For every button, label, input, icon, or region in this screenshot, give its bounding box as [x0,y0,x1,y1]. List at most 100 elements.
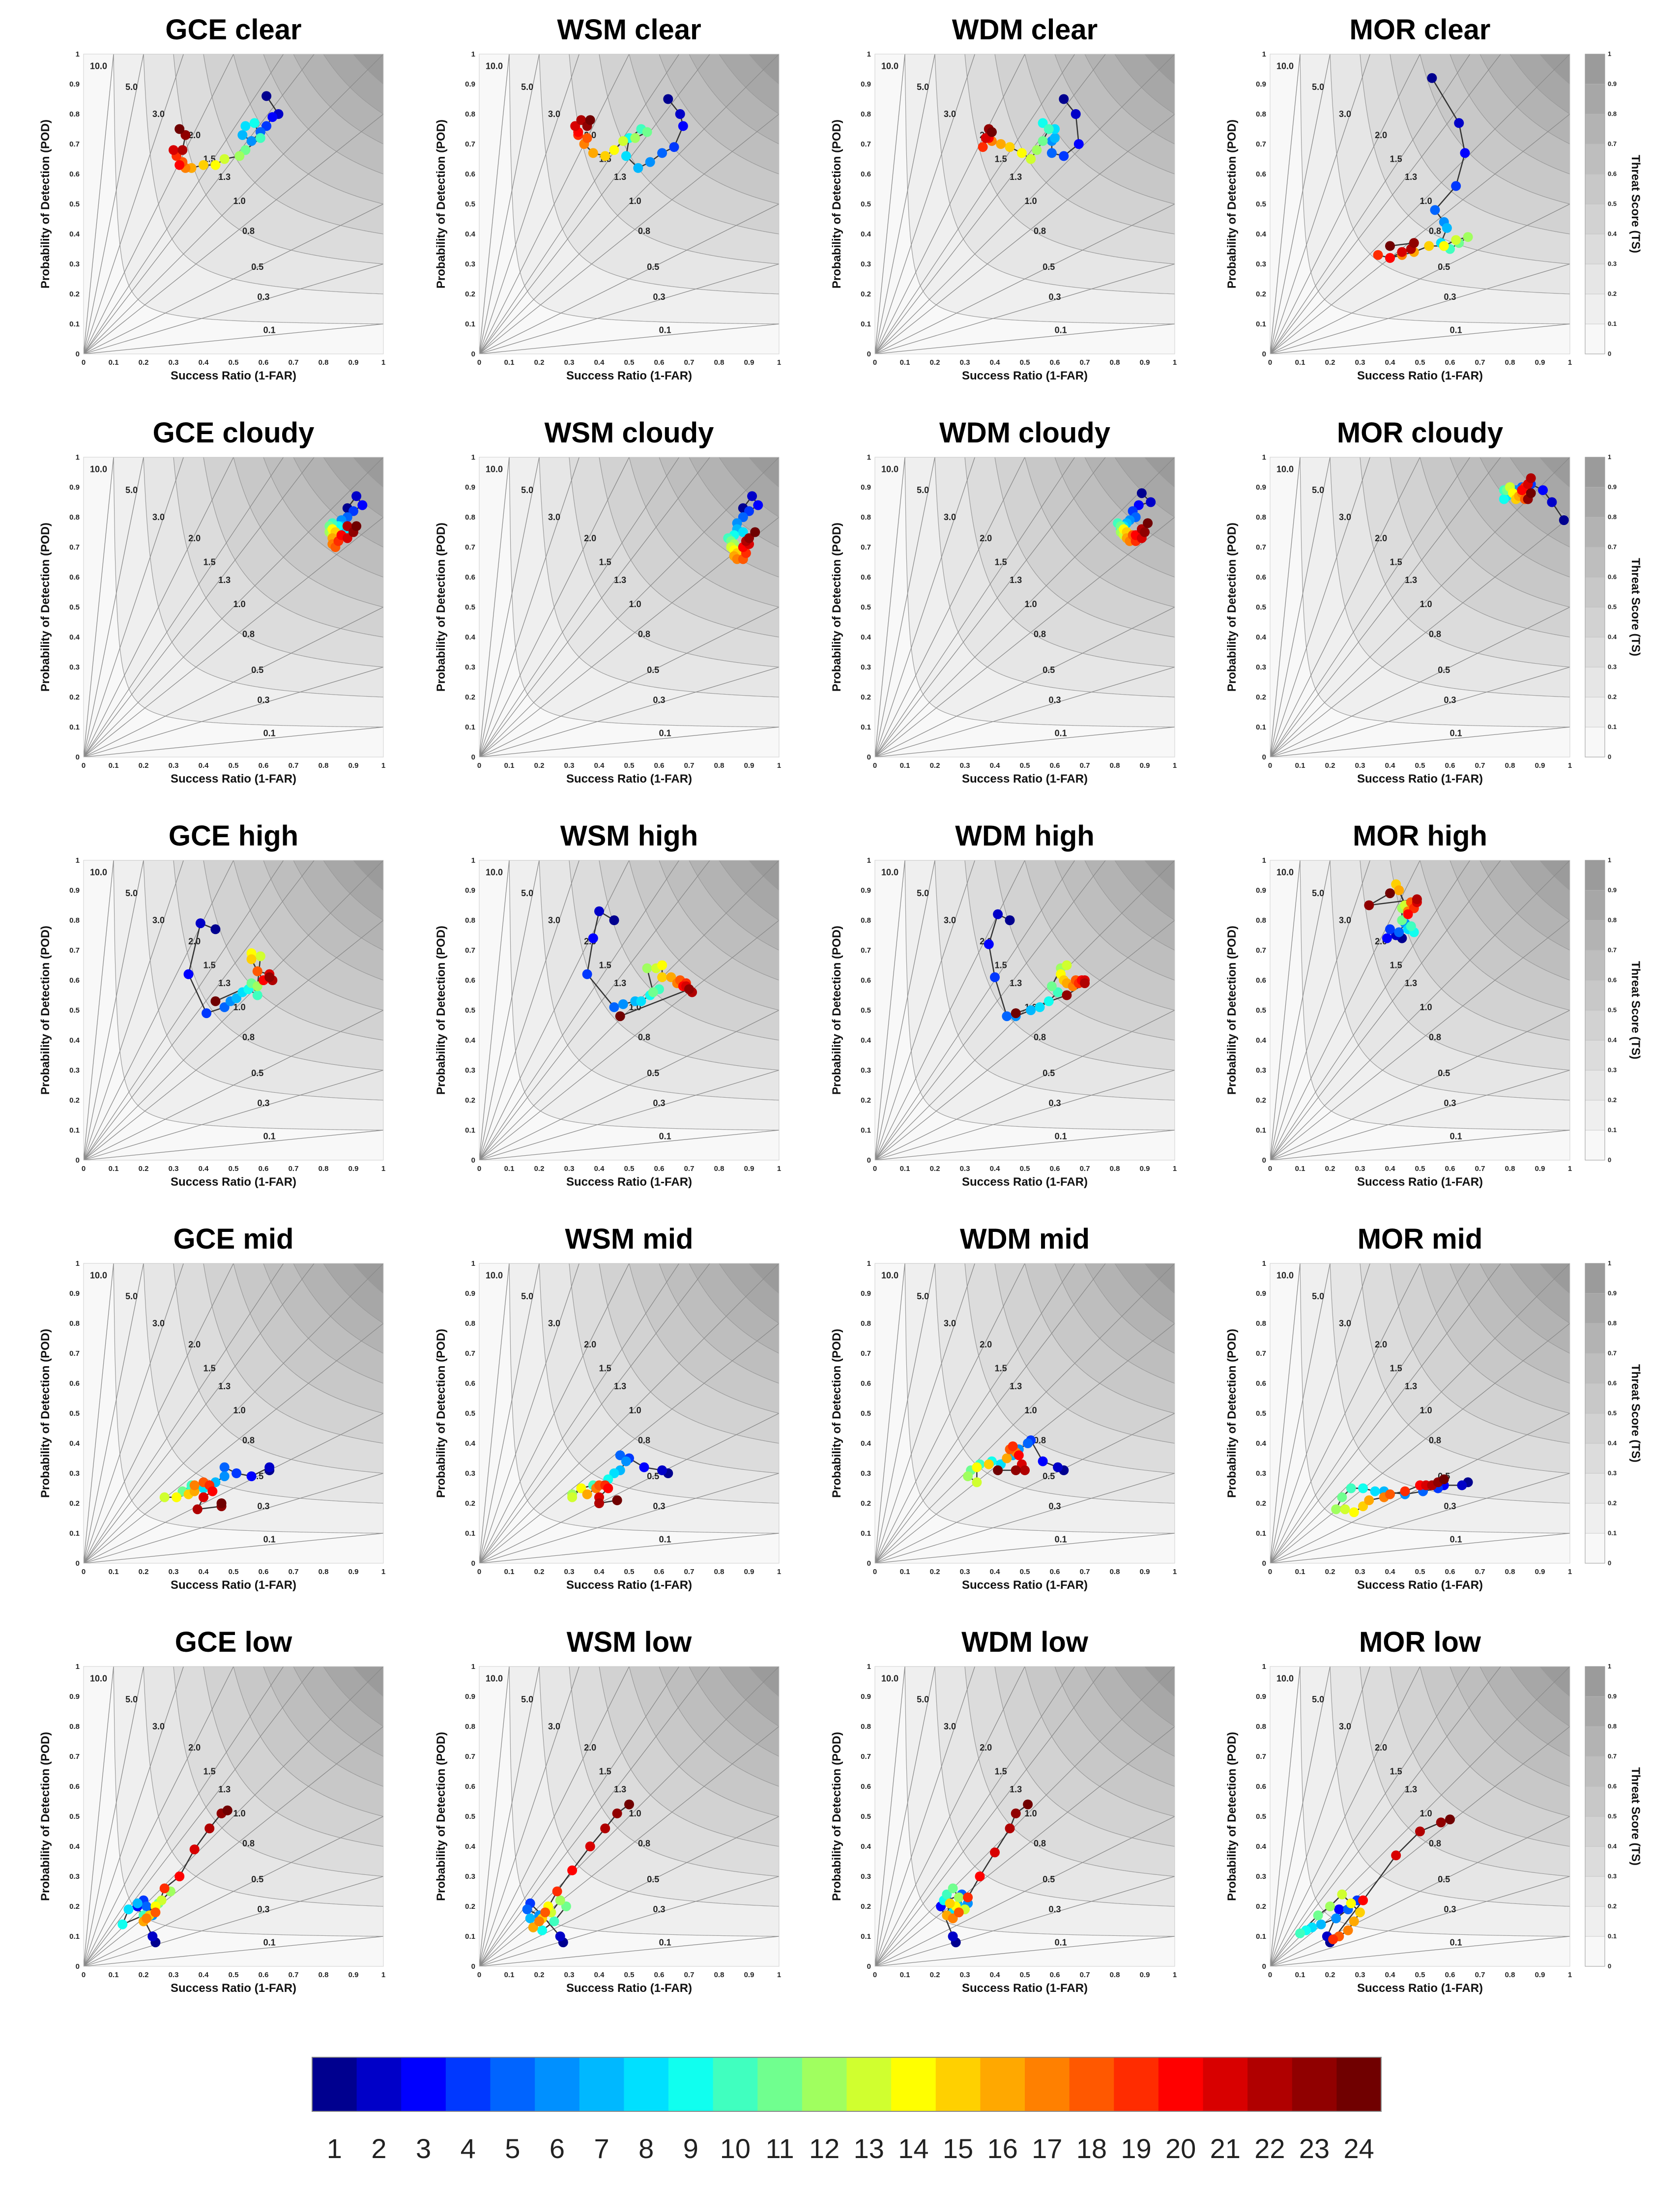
y-tick-label: 0 [471,350,475,358]
bias-line [479,860,680,1160]
y-axis-label: Probability of Detection (POD) [39,119,52,289]
bias-line [479,1130,779,1160]
x-tick-label: 0.3 [960,1568,970,1576]
y-tick-label: 1 [1262,453,1266,462]
y-tick-label: 0.9 [1256,886,1266,895]
y-tick-label: 0 [76,1559,80,1568]
y-tick-label: 0.3 [1256,260,1266,268]
bias-label: 0.5 [1043,665,1055,675]
bias-line [1270,860,1331,1160]
y-tick-label: 0.8 [861,916,871,925]
bias-line [84,1666,383,1966]
y-tick-label: 0.6 [69,170,80,178]
bias-label: 1.0 [1025,599,1037,609]
hour-point-2 [264,1462,275,1472]
x-tick-label: 0.9 [348,358,359,367]
bias-line [875,1263,935,1563]
bias-line [1270,607,1570,757]
hour-point-8 [609,1468,619,1478]
hour-label: 18 [1076,2133,1107,2164]
y-tick-label: 0.1 [1256,1932,1266,1941]
y-tick-label: 0.6 [69,573,80,582]
x-tick-label: 1 [1568,1971,1572,1979]
x-tick-label: 0.2 [1325,1568,1335,1576]
hour-point-3 [1460,148,1470,158]
x-tick-label: 0.1 [504,1165,515,1173]
hour-label: 14 [898,2133,928,2164]
hour-point-7 [232,993,242,1003]
ts-colorbar-tick: 0.1 [1608,723,1617,730]
x-tick-label: 1 [381,1568,385,1576]
bias-label: 2.0 [188,130,201,140]
x-tick-label: 0.5 [1415,1568,1425,1576]
x-tick-label: 0.7 [1080,1568,1090,1576]
y-tick-label: 0 [76,1156,80,1165]
bias-label: 2.0 [584,1743,596,1753]
bias-line [479,1263,710,1563]
bias-line [84,54,114,354]
hour-point-24 [1439,1474,1449,1485]
ts-colorbar-tick: 0.2 [1608,290,1617,297]
bias-line [1270,860,1501,1160]
hour-point-9 [1499,494,1509,504]
hour-label: 11 [765,2133,794,2164]
bias-line [875,457,1075,757]
bias-line [479,54,579,354]
x-tick-label: 0.3 [169,1568,179,1576]
hour-point-15 [657,972,667,982]
bias-line [1270,920,1570,1160]
bias-line [1270,1816,1570,1966]
ts-colorbar-tick: 0.8 [1608,916,1617,924]
bias-line [1270,1263,1501,1563]
panel-title: MOR low [1359,1626,1481,1658]
y-tick-label: 0.3 [1256,1872,1266,1881]
hour-swatch-11 [757,2057,803,2111]
hour-point-7 [1442,223,1452,233]
x-tick-label: 0.3 [1355,761,1365,770]
y-tick-label: 0.6 [1256,976,1266,985]
bias-label: 0.5 [1043,262,1055,272]
ts-colorbar-title: Threat Score (TS) [1629,961,1642,1059]
ts-colorbar-frame [1585,860,1605,1161]
hour-point-13 [618,136,628,146]
plot-frame [83,54,384,354]
y-axis-label: Probability of Detection (POD) [830,926,843,1095]
y-tick-label: 0.2 [465,1499,475,1508]
bias-label: 2.0 [980,533,992,543]
bias-line [479,1666,680,1966]
y-tick-label: 0.5 [1256,603,1266,612]
y-tick-label: 0.4 [465,1439,476,1448]
x-tick-label: 0.3 [1355,358,1365,367]
bias-label: 0.3 [257,1098,269,1108]
x-axis-label: Success Ratio (1-FAR) [962,369,1088,382]
bias-label: 0.8 [1429,1839,1441,1848]
hour-point-24 [1385,241,1395,251]
hour-point-21 [1397,247,1407,257]
ts-colorbar-tick: 0.6 [1608,1379,1617,1387]
bias-lines [84,54,383,354]
x-tick-label: 0.1 [900,1971,910,1979]
x-tick-label: 0.8 [1110,1165,1120,1173]
hour-point-10 [1346,1483,1356,1493]
bias-line [875,517,1175,757]
ts-colorbar-segment [1585,1666,1605,1697]
y-tick-label: 0.7 [69,1753,80,1761]
bias-label: 10.0 [881,1674,898,1684]
panel-title: WSM high [560,820,698,852]
bias-line [479,1533,779,1563]
hour-point-18 [954,1907,964,1918]
hour-point-2 [1457,1480,1467,1490]
hour-swatch-17 [1025,2057,1070,2111]
y-tick-label: 0.8 [1256,513,1266,522]
hour-swatch-3 [401,2057,446,2111]
hour-point-23 [1062,990,1072,1000]
y-tick-label: 0.6 [465,170,475,178]
bias-line [875,1666,975,1966]
y-tick-label: 0.9 [69,1693,80,1701]
x-tick-label: 0.9 [348,1165,359,1173]
y-tick-label: 1 [867,50,871,58]
hour-point-24 [585,115,595,125]
bias-label: 1.0 [629,1809,641,1818]
bias-label: 3.0 [1339,1318,1351,1328]
ts-colorbar-segment [1585,54,1605,85]
